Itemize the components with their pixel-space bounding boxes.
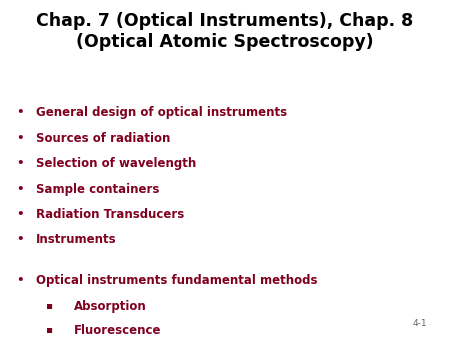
Text: ▪: ▪ [45,300,52,310]
Text: •: • [16,132,23,145]
Text: •: • [16,274,23,287]
Text: •: • [16,157,23,170]
Text: Absorption: Absorption [74,300,147,313]
Text: Chap. 7 (Optical Instruments), Chap. 8
(Optical Atomic Spectroscopy): Chap. 7 (Optical Instruments), Chap. 8 (… [36,12,414,51]
Text: Sample containers: Sample containers [36,183,159,195]
Text: •: • [16,208,23,221]
Text: 4-1: 4-1 [413,319,428,328]
Text: Optical instruments fundamental methods: Optical instruments fundamental methods [36,274,318,287]
Text: Fluorescence: Fluorescence [74,324,162,337]
Text: ▪: ▪ [45,324,52,335]
Text: Selection of wavelength: Selection of wavelength [36,157,196,170]
Text: •: • [16,106,23,119]
Text: •: • [16,233,23,246]
Text: •: • [16,183,23,195]
Text: General design of optical instruments: General design of optical instruments [36,106,287,119]
Text: Sources of radiation: Sources of radiation [36,132,171,145]
Text: Radiation Transducers: Radiation Transducers [36,208,184,221]
Text: Instruments: Instruments [36,233,117,246]
